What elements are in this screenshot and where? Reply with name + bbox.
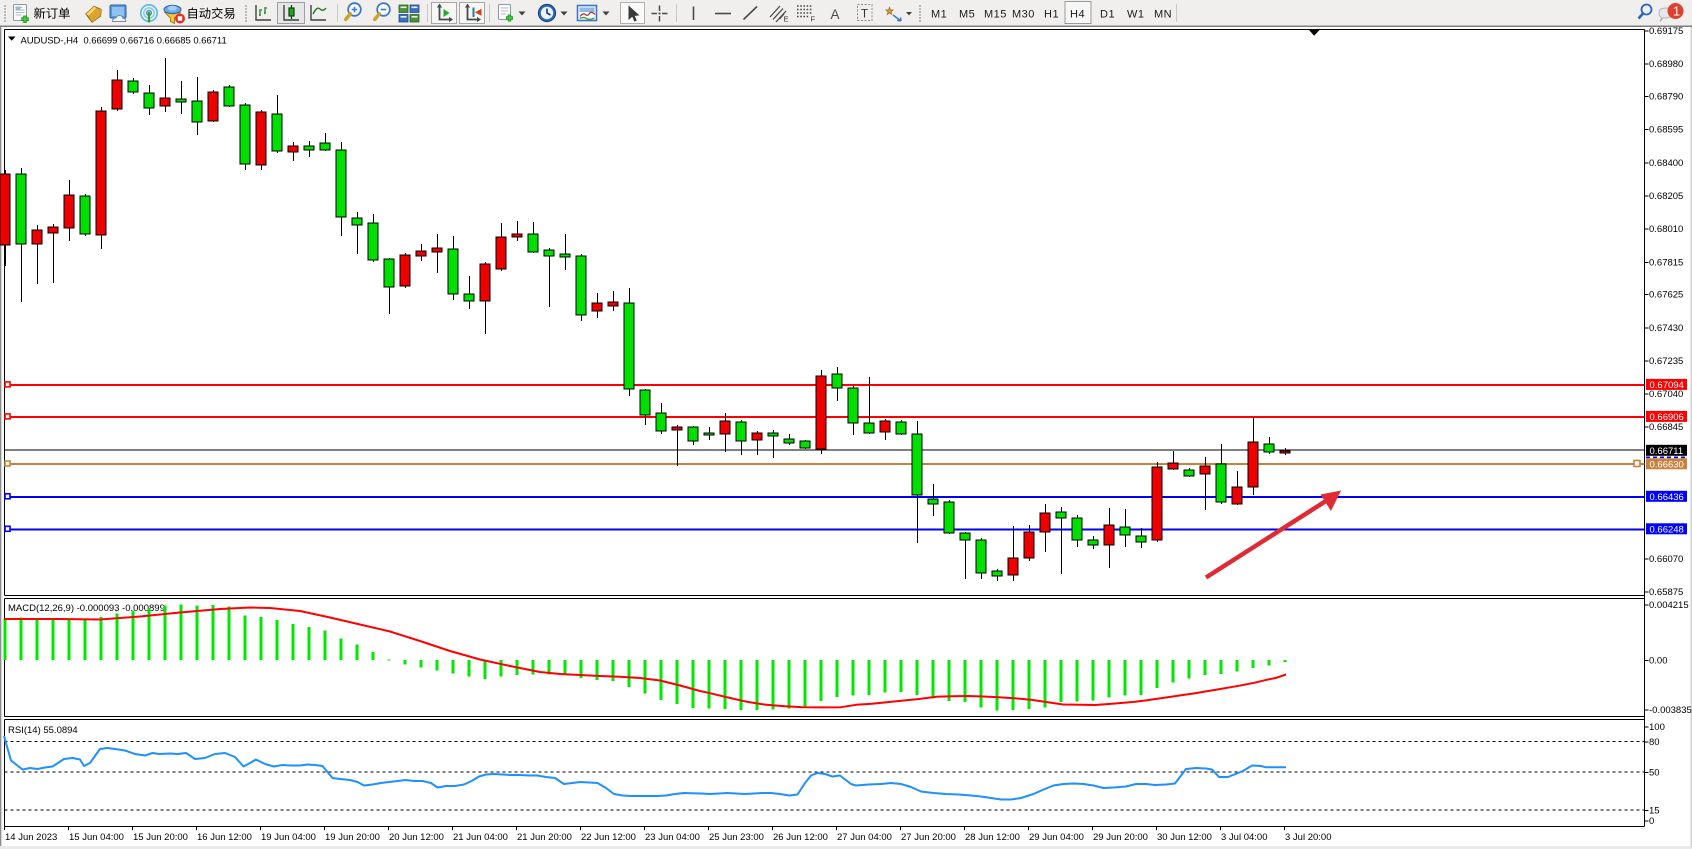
svg-text:AUDUSD-,H4 0.66699 0.66716 0.: AUDUSD-,H4 0.66699 0.66716 0.66685 0.667… xyxy=(21,36,227,47)
svg-text:M30: M30 xyxy=(1012,9,1035,21)
svg-text:0.68400: 0.68400 xyxy=(1649,158,1683,169)
svg-text:0.004215: 0.004215 xyxy=(1649,600,1689,611)
svg-text:0.67815: 0.67815 xyxy=(1649,257,1683,268)
svg-text:0.66436: 0.66436 xyxy=(1650,492,1684,503)
svg-text:29 Jun 04:00: 29 Jun 04:00 xyxy=(1029,832,1084,843)
svg-text:H4: H4 xyxy=(1070,9,1085,21)
svg-text:W1: W1 xyxy=(1127,9,1145,21)
svg-text:23 Jun 04:00: 23 Jun 04:00 xyxy=(645,832,700,843)
svg-text:3 Jul 04:00: 3 Jul 04:00 xyxy=(1221,832,1267,843)
svg-text:14 Jun 2023: 14 Jun 2023 xyxy=(5,832,57,843)
svg-text:E: E xyxy=(784,15,789,24)
svg-text:0.66630: 0.66630 xyxy=(1650,459,1684,470)
svg-text:M15: M15 xyxy=(984,9,1007,21)
svg-text:27 Jun 20:00: 27 Jun 20:00 xyxy=(901,832,956,843)
svg-text:D1: D1 xyxy=(1100,9,1115,21)
svg-text:15 Jun 20:00: 15 Jun 20:00 xyxy=(133,832,188,843)
svg-text:16 Jun 12:00: 16 Jun 12:00 xyxy=(197,832,252,843)
svg-text:15 Jun 04:00: 15 Jun 04:00 xyxy=(69,832,124,843)
svg-text:0.00: 0.00 xyxy=(1649,656,1668,667)
svg-text:0.69175: 0.69175 xyxy=(1649,26,1683,37)
svg-text:0: 0 xyxy=(1649,816,1654,827)
svg-text:F: F xyxy=(811,15,816,24)
svg-text:50: 50 xyxy=(1649,768,1660,779)
svg-text:M1: M1 xyxy=(931,9,947,21)
svg-text:80: 80 xyxy=(1649,737,1660,748)
svg-text:T: T xyxy=(861,9,868,21)
svg-text:3 Jul 20:00: 3 Jul 20:00 xyxy=(1285,832,1331,843)
svg-text:20 Jun 12:00: 20 Jun 12:00 xyxy=(389,832,444,843)
svg-text:0.67040: 0.67040 xyxy=(1649,389,1683,400)
svg-text:RSI(14) 55.0894: RSI(14) 55.0894 xyxy=(8,725,78,736)
svg-text:25 Jun 23:00: 25 Jun 23:00 xyxy=(709,832,764,843)
svg-text:0.66906: 0.66906 xyxy=(1650,412,1684,423)
svg-text:1: 1 xyxy=(1673,4,1680,18)
svg-text:19 Jun 04:00: 19 Jun 04:00 xyxy=(261,832,316,843)
svg-text:MN: MN xyxy=(1154,9,1172,21)
svg-text:29 Jun 20:00: 29 Jun 20:00 xyxy=(1093,832,1148,843)
svg-text:0.68595: 0.68595 xyxy=(1649,125,1683,136)
svg-text:0.65875: 0.65875 xyxy=(1649,587,1683,598)
svg-text:28 Jun 12:00: 28 Jun 12:00 xyxy=(965,832,1020,843)
svg-text:21 Jun 04:00: 21 Jun 04:00 xyxy=(453,832,508,843)
svg-text:0.67235: 0.67235 xyxy=(1649,356,1683,367)
svg-text:15: 15 xyxy=(1649,805,1660,816)
svg-text:30 Jun 12:00: 30 Jun 12:00 xyxy=(1157,832,1212,843)
svg-text:0.67094: 0.67094 xyxy=(1650,380,1684,391)
svg-text:0.68010: 0.68010 xyxy=(1649,224,1683,235)
svg-text:0.66070: 0.66070 xyxy=(1649,554,1683,565)
svg-text:0.68790: 0.68790 xyxy=(1649,92,1683,103)
svg-text:0.67625: 0.67625 xyxy=(1649,290,1683,301)
svg-text:21 Jun 20:00: 21 Jun 20:00 xyxy=(517,832,572,843)
svg-text:0.67430: 0.67430 xyxy=(1649,323,1683,334)
svg-text:MACD(12,26,9) -0.000093 -0.000: MACD(12,26,9) -0.000093 -0.000899 xyxy=(8,603,165,614)
svg-text:0.66845: 0.66845 xyxy=(1649,422,1683,433)
svg-text:0.68205: 0.68205 xyxy=(1649,191,1683,202)
svg-text:0.68980: 0.68980 xyxy=(1649,59,1683,70)
svg-text:H1: H1 xyxy=(1044,9,1059,21)
svg-text:0.66711: 0.66711 xyxy=(1650,446,1684,457)
svg-text:M5: M5 xyxy=(959,9,975,21)
svg-text:22 Jun 12:00: 22 Jun 12:00 xyxy=(581,832,636,843)
svg-text:100: 100 xyxy=(1649,722,1665,733)
svg-text:19 Jun 20:00: 19 Jun 20:00 xyxy=(325,832,380,843)
svg-text:-0.003835: -0.003835 xyxy=(1649,705,1692,716)
svg-text:26 Jun 12:00: 26 Jun 12:00 xyxy=(773,832,828,843)
svg-text:A: A xyxy=(831,7,840,22)
svg-text:27 Jun 04:00: 27 Jun 04:00 xyxy=(837,832,892,843)
svg-text:0.66248: 0.66248 xyxy=(1650,524,1684,535)
